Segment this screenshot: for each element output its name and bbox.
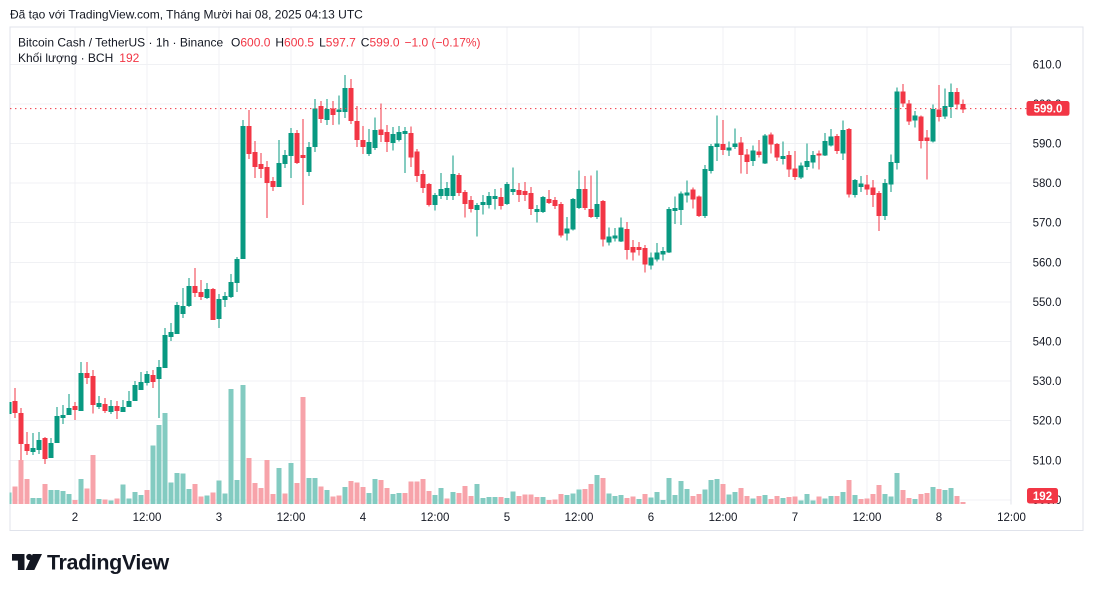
svg-text:7: 7 [792, 512, 798, 524]
svg-text:12:00: 12:00 [421, 512, 450, 524]
svg-text:Bitcoin Cash / TetherUS · 1h ·: Bitcoin Cash / TetherUS · 1h · Binance O6… [18, 36, 481, 50]
svg-text:12:00: 12:00 [133, 512, 162, 524]
svg-text:599.0: 599.0 [1034, 104, 1063, 116]
svg-text:192: 192 [1033, 491, 1052, 503]
svg-text:4: 4 [360, 512, 367, 524]
svg-text:610.0: 610.0 [1033, 59, 1062, 71]
svg-text:12:00: 12:00 [853, 512, 882, 524]
svg-text:3: 3 [216, 512, 222, 524]
svg-text:12:00: 12:00 [277, 512, 306, 524]
svg-text:12:00: 12:00 [997, 512, 1026, 524]
svg-text:TradingView: TradingView [47, 551, 170, 575]
svg-text:6: 6 [648, 512, 654, 524]
svg-text:12:00: 12:00 [709, 512, 738, 524]
svg-text:570.0: 570.0 [1033, 218, 1062, 230]
svg-text:5: 5 [504, 512, 510, 524]
svg-text:580.0: 580.0 [1033, 178, 1062, 190]
svg-text:510.0: 510.0 [1033, 455, 1062, 467]
svg-text:Đã tạo với TradingView.com, Th: Đã tạo với TradingView.com, Tháng Mười h… [10, 8, 363, 22]
svg-text:2: 2 [72, 512, 78, 524]
svg-text:530.0: 530.0 [1033, 376, 1062, 388]
svg-text:8: 8 [936, 512, 942, 524]
svg-text:560.0: 560.0 [1033, 257, 1062, 269]
svg-text:540.0: 540.0 [1033, 337, 1062, 349]
svg-text:12:00: 12:00 [565, 512, 594, 524]
svg-text:590.0: 590.0 [1033, 139, 1062, 151]
svg-text:520.0: 520.0 [1033, 416, 1062, 428]
svg-text:550.0: 550.0 [1033, 297, 1062, 309]
